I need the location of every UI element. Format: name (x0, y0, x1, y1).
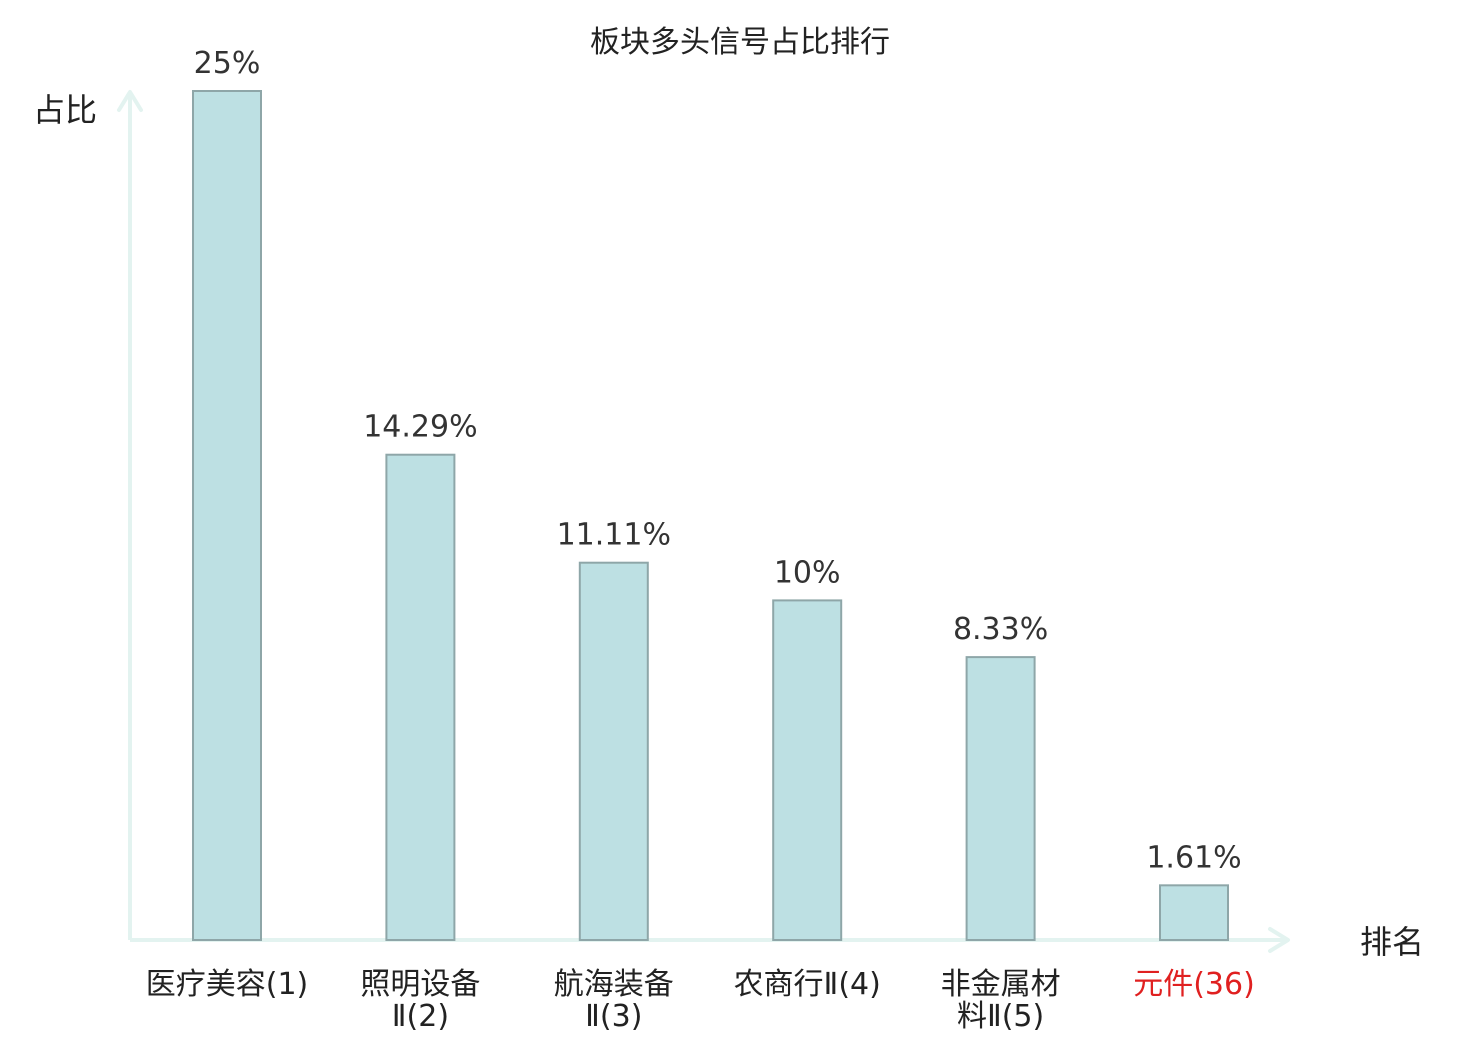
bar-value-label: 1.61% (1146, 840, 1241, 875)
bar-value-label: 25% (194, 46, 261, 81)
bar (1159, 884, 1229, 941)
bar (772, 599, 843, 942)
bars (192, 90, 1229, 942)
x-axis-label: 排名 (1360, 923, 1424, 961)
category-tick-label: 料Ⅱ(5) (957, 999, 1044, 1034)
category-tick-label: 医疗美容(1) (146, 967, 309, 1002)
bar-value-label: 11.11% (557, 518, 671, 553)
bar (192, 90, 262, 941)
y-axis-arrow (117, 90, 143, 112)
bar (578, 561, 649, 941)
category-tick-label: Ⅱ(3) (585, 999, 642, 1034)
category-tick-label: 农商行Ⅱ(4) (734, 967, 881, 1002)
category-tick-label: 照明设备 (360, 967, 480, 1002)
axes (117, 90, 1290, 953)
x-axis-arrow (1268, 927, 1290, 953)
chart-title: 板块多头信号占比排行 (590, 25, 890, 60)
category-tick-label: 非金属材 (941, 967, 1061, 1002)
bar (385, 453, 456, 941)
category-tick-label: Ⅱ(2) (392, 999, 449, 1034)
y-axis-label: 占比 (33, 91, 97, 129)
bar (965, 656, 1036, 942)
bar-value-label: 14.29% (363, 410, 477, 445)
category-tick-label: 航海装备 (554, 967, 674, 1002)
bar-value-label: 8.33% (953, 612, 1048, 647)
category-tick-label: 元件(36) (1133, 967, 1255, 1002)
bar-value-label: 10% (774, 555, 841, 590)
